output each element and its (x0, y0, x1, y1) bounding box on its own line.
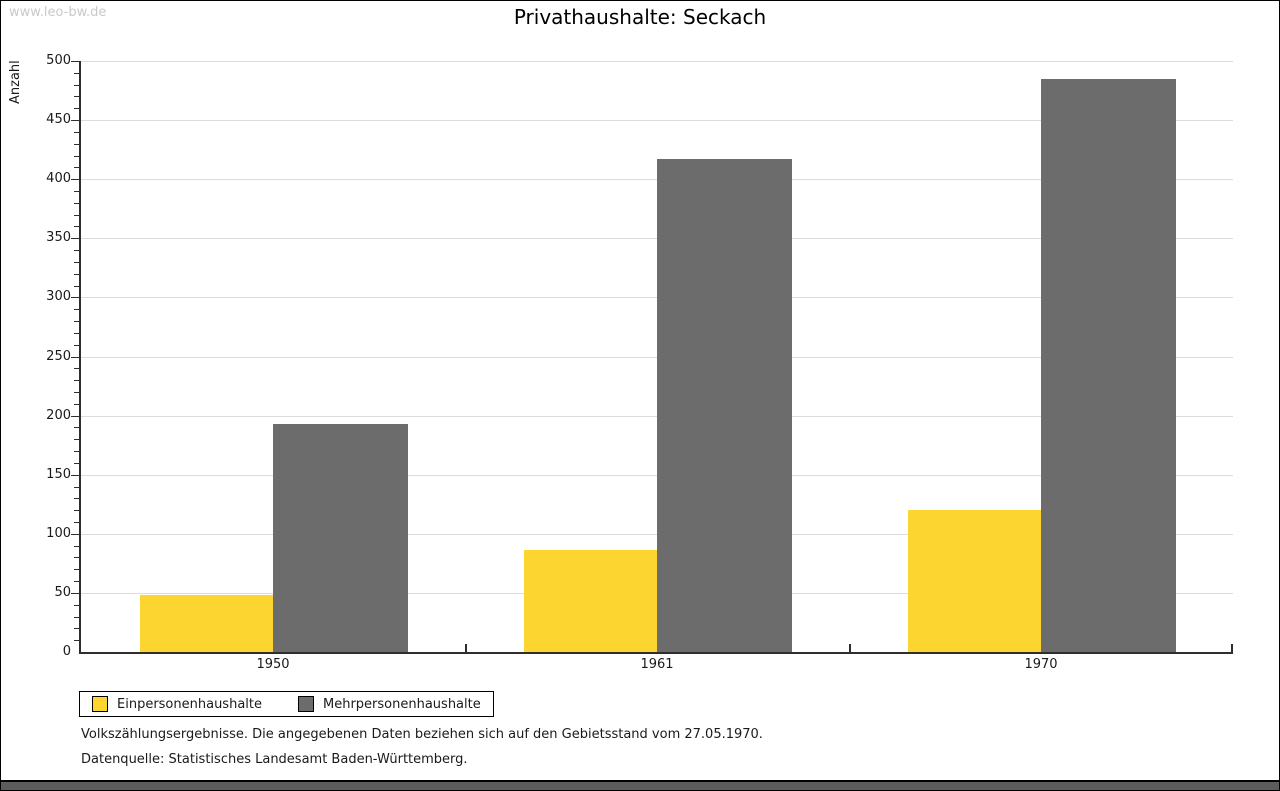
y-minor-tick-10 (74, 640, 79, 642)
y-minor-tick-70 (74, 569, 79, 571)
x-tick-2 (849, 644, 851, 652)
footnote-data-source: Datenquelle: Statistisches Landesamt Bad… (81, 752, 468, 767)
y-minor-tick-60 (74, 581, 79, 583)
y-tick-label-450: 450 (46, 112, 71, 128)
bar-einpersonenhaushalte-1961 (524, 550, 657, 652)
y-major-tick-150 (71, 474, 79, 476)
y-minor-tick-210 (74, 403, 79, 405)
legend-swatch-mehrpersonenhaushalte (298, 696, 314, 712)
y-minor-tick-40 (74, 604, 79, 606)
x-category-label-1970: 1970 (1024, 657, 1058, 672)
y-minor-tick-440 (74, 131, 79, 133)
y-minor-tick-260 (74, 344, 79, 346)
y-minor-tick-180 (74, 439, 79, 441)
y-tick-label-500: 500 (46, 53, 71, 68)
y-minor-tick-270 (74, 332, 79, 334)
y-minor-tick-420 (74, 155, 79, 157)
legend-label-einpersonenhaushalte: Einpersonenhaushalte (117, 696, 262, 712)
y-minor-tick-310 (74, 285, 79, 287)
gridline-y-450 (81, 120, 1233, 122)
bar-mehrpersonenhaushalte-1950 (273, 423, 408, 652)
y-minor-tick-120 (74, 510, 79, 512)
y-minor-tick-330 (74, 261, 79, 263)
y-minor-tick-140 (74, 486, 79, 488)
y-minor-tick-470 (74, 96, 79, 98)
y-tick-label-0: 0 (62, 644, 71, 659)
y-minor-tick-110 (74, 521, 79, 523)
legend: Einpersonenhaushalte Mehrpersonenhaushal… (79, 691, 494, 717)
y-minor-tick-390 (74, 191, 79, 193)
y-major-tick-200 (71, 415, 79, 417)
bar-einpersonenhaushalte-1970 (908, 510, 1041, 652)
y-minor-tick-430 (74, 143, 79, 145)
x-tick-3 (1231, 644, 1233, 652)
y-major-tick-100 (71, 533, 79, 535)
y-tick-label-350: 350 (46, 230, 71, 246)
y-minor-tick-240 (74, 368, 79, 370)
y-minor-tick-220 (74, 391, 79, 393)
y-minor-tick-160 (74, 462, 79, 464)
gridline-y-500 (81, 61, 1233, 62)
y-minor-tick-280 (74, 321, 79, 323)
bottom-bar (1, 780, 1279, 790)
y-minor-tick-190 (74, 427, 79, 429)
y-tick-label-100: 100 (46, 525, 71, 541)
plot-area: 0 50 100 150 200 250 300 350 400 450 500 1950 1961 19… (46, 54, 1233, 672)
y-minor-tick-340 (74, 250, 79, 252)
y-minor-tick-320 (74, 273, 79, 275)
y-minor-tick-170 (74, 451, 79, 453)
y-tick-label-400: 400 (46, 171, 71, 187)
y-minor-tick-130 (74, 498, 79, 500)
x-category-label-1961: 1961 (640, 657, 674, 672)
y-minor-tick-480 (74, 84, 79, 86)
legend-label-mehrpersonenhaushalte: Mehrpersonenhaushalte (323, 696, 481, 712)
y-major-tick-250 (71, 356, 79, 358)
y-minor-tick-370 (74, 214, 79, 216)
chart-title: Privathaushalte: Seckach (513, 5, 767, 29)
y-minor-tick-360 (74, 226, 79, 228)
legend-swatch-einpersonenhaushalte (92, 696, 108, 712)
watermark: www.leo-bw.de (9, 5, 107, 20)
y-minor-tick-290 (74, 309, 79, 311)
y-tick-label-150: 150 (46, 466, 71, 482)
y-tick-label-50: 50 (54, 584, 71, 600)
y-major-tick-300 (71, 297, 79, 299)
y-tick-label-300: 300 (46, 289, 71, 305)
footnote-census-note: Volkszählungsergebnisse. Die angegebenen… (81, 727, 763, 742)
y-minor-tick-460 (74, 108, 79, 110)
y-major-tick-350 (71, 238, 79, 240)
legend-item-einpersonenhaushalte: Einpersonenhaushalte (92, 696, 262, 712)
legend-item-mehrpersonenhaushalte: Mehrpersonenhaushalte (298, 696, 481, 712)
y-axis-title: Anzahl (8, 60, 23, 104)
x-tick-1 (465, 644, 467, 652)
y-tick-label-250: 250 (46, 348, 71, 364)
y-tick-label-200: 200 (46, 407, 71, 423)
bar-mehrpersonenhaushalte-1970 (1041, 78, 1176, 652)
x-category-label-1950: 1950 (256, 657, 290, 672)
y-minor-tick-230 (74, 380, 79, 382)
y-minor-tick-30 (74, 616, 79, 618)
y-minor-tick-490 (74, 72, 79, 74)
y-minor-tick-20 (74, 628, 79, 630)
y-minor-tick-80 (74, 557, 79, 559)
y-major-tick-50 (71, 592, 79, 594)
y-minor-tick-380 (74, 202, 79, 204)
bar-einpersonenhaushalte-1950 (140, 595, 273, 652)
bar-mehrpersonenhaushalte-1961 (657, 159, 792, 652)
y-major-tick-450 (71, 120, 79, 122)
y-minor-tick-90 (74, 545, 79, 547)
y-major-tick-400 (71, 179, 79, 181)
y-major-tick-500 (71, 61, 79, 62)
y-minor-tick-410 (74, 167, 79, 169)
